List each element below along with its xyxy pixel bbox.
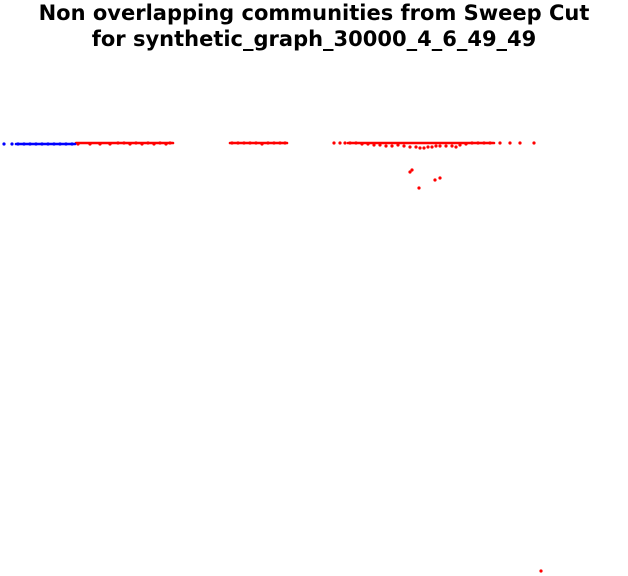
series-0-point-8 bbox=[140, 142, 144, 146]
series-0-point-52 bbox=[482, 141, 486, 145]
series-0-point-12 bbox=[164, 142, 168, 146]
series-0-point-29 bbox=[360, 142, 364, 146]
series-0-point-1 bbox=[88, 142, 92, 146]
series-0-point-17 bbox=[248, 141, 252, 145]
series-0-point-14 bbox=[230, 141, 234, 145]
series-1-point-2 bbox=[16, 142, 20, 146]
series-0-point-56 bbox=[518, 141, 522, 145]
series-0-point-42 bbox=[430, 145, 434, 149]
series-0-point-38 bbox=[414, 145, 418, 149]
series-0-point-59 bbox=[408, 170, 412, 174]
series-0-point-48 bbox=[458, 143, 462, 147]
series-1-point-5 bbox=[34, 142, 38, 146]
series-0-point-37 bbox=[408, 145, 412, 149]
series-0-point-45 bbox=[444, 144, 448, 148]
series-1-point-0 bbox=[2, 142, 6, 146]
series-0-point-18 bbox=[254, 141, 258, 145]
series-0-point-10 bbox=[152, 142, 156, 146]
series-1 bbox=[2, 142, 77, 146]
series-0-point-31 bbox=[372, 143, 376, 147]
series-0-point-16 bbox=[242, 141, 246, 145]
series-0-point-26 bbox=[343, 141, 347, 145]
series-0-point-49 bbox=[464, 142, 468, 146]
series-0-point-61 bbox=[438, 176, 442, 180]
series-0-point-32 bbox=[378, 143, 382, 147]
series-1-point-6 bbox=[40, 142, 44, 146]
series-0-point-53 bbox=[488, 141, 492, 145]
series-0-point-27 bbox=[348, 141, 352, 145]
series-0-point-11 bbox=[158, 141, 162, 145]
series-0-point-33 bbox=[384, 144, 388, 148]
series-0-point-34 bbox=[390, 144, 394, 148]
series-0-point-9 bbox=[146, 141, 150, 145]
series-0-point-43 bbox=[434, 144, 438, 148]
series-0-point-24 bbox=[332, 141, 336, 145]
series-1-point-3 bbox=[22, 142, 26, 146]
series-layer bbox=[2, 141, 543, 573]
series-0-point-0 bbox=[76, 142, 80, 146]
series-0-point-62 bbox=[417, 186, 421, 190]
series-0-point-63 bbox=[539, 569, 543, 573]
series-0-point-54 bbox=[498, 141, 502, 145]
series-0-point-47 bbox=[454, 145, 458, 149]
series-0-point-2 bbox=[98, 142, 102, 146]
series-0-point-20 bbox=[266, 141, 270, 145]
series-1-point-8 bbox=[52, 142, 56, 146]
series-0-point-46 bbox=[450, 144, 454, 148]
series-0-point-58 bbox=[410, 168, 414, 172]
series-1-point-4 bbox=[28, 142, 32, 146]
series-0-point-13 bbox=[168, 141, 172, 145]
series-0-point-21 bbox=[272, 141, 276, 145]
chart-title-line-2: for synthetic_graph_30000_4_6_49_49 bbox=[91, 27, 537, 51]
series-0-point-22 bbox=[278, 141, 282, 145]
series-1-point-7 bbox=[46, 142, 50, 146]
series-0-point-5 bbox=[122, 141, 126, 145]
series-0-point-51 bbox=[476, 141, 480, 145]
series-1-point-10 bbox=[64, 142, 68, 146]
series-0-point-40 bbox=[422, 146, 426, 150]
series-0-point-30 bbox=[366, 142, 370, 146]
series-0-point-55 bbox=[508, 141, 512, 145]
series-0-point-28 bbox=[354, 141, 358, 145]
series-1-point-9 bbox=[58, 142, 62, 146]
series-0-point-25 bbox=[338, 141, 342, 145]
chart-title-line-1: Non overlapping communities from Sweep C… bbox=[38, 1, 590, 25]
series-0-point-35 bbox=[396, 143, 400, 147]
series-0-point-23 bbox=[283, 141, 287, 145]
series-0-point-7 bbox=[134, 141, 138, 145]
series-0-point-19 bbox=[260, 142, 264, 146]
series-0-point-15 bbox=[236, 141, 240, 145]
series-1-point-11 bbox=[70, 142, 74, 146]
series-0-point-36 bbox=[402, 144, 406, 148]
chart-title: Non overlapping communities from Sweep C… bbox=[0, 0, 628, 52]
series-0-point-57 bbox=[532, 141, 536, 145]
series-0-point-3 bbox=[108, 142, 112, 146]
series-0-point-41 bbox=[426, 145, 430, 149]
series-0 bbox=[74, 141, 543, 573]
series-0-point-6 bbox=[128, 142, 132, 146]
series-0-point-44 bbox=[438, 144, 442, 148]
series-0-point-50 bbox=[470, 141, 474, 145]
series-0-point-60 bbox=[433, 178, 437, 182]
series-0-point-39 bbox=[418, 146, 422, 150]
series-1-point-1 bbox=[10, 142, 14, 146]
series-0-point-4 bbox=[116, 141, 120, 145]
